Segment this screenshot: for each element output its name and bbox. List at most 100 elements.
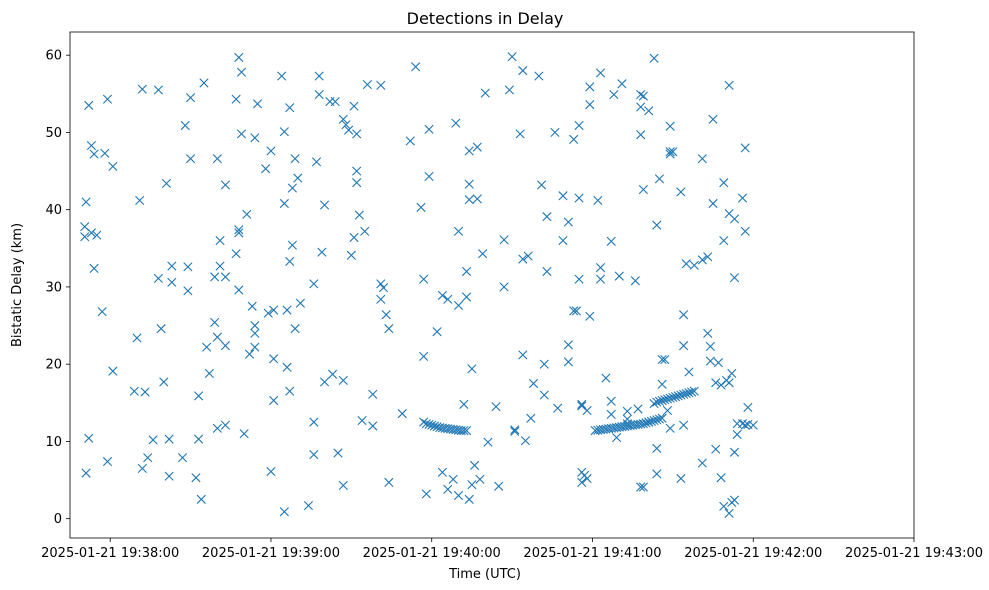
data-point [303, 500, 314, 511]
data-point [609, 89, 619, 100]
data-point [689, 386, 699, 396]
data-point [212, 154, 222, 164]
data-point [585, 311, 595, 321]
data-point [461, 292, 472, 302]
data-point [499, 282, 509, 292]
data-point [697, 458, 707, 468]
data-point [705, 341, 715, 352]
data-point [185, 154, 196, 164]
x-tick-label: 2025-01-21 19:39:00 [202, 546, 340, 561]
data-point [448, 474, 458, 484]
data-point [662, 405, 673, 416]
data-point [687, 387, 697, 397]
data-point [231, 94, 241, 104]
data-point [102, 94, 113, 104]
data-point [681, 259, 691, 269]
data-point [585, 100, 595, 110]
data-point [250, 133, 260, 143]
data-point [523, 251, 533, 261]
data-point [638, 91, 648, 101]
data-point [185, 93, 196, 103]
data-point [574, 274, 584, 284]
data-point [290, 154, 300, 164]
data-point [612, 432, 622, 443]
data-point [159, 377, 169, 387]
data-point [729, 495, 740, 505]
data-point [346, 250, 356, 260]
y-tick-label: 40 [45, 203, 62, 218]
data-point [467, 364, 477, 374]
data-point [652, 220, 662, 230]
data-point [652, 415, 662, 425]
data-point [285, 386, 295, 396]
data-point [234, 285, 244, 295]
data-point [295, 298, 306, 308]
data-point [290, 324, 300, 334]
data-point [266, 466, 276, 477]
data-point [338, 375, 348, 385]
data-point [569, 134, 579, 144]
data-point [212, 332, 222, 342]
data-point [649, 53, 659, 63]
data-point [630, 276, 640, 286]
data-point [80, 232, 90, 242]
data-point [748, 420, 758, 430]
data-point [234, 52, 244, 63]
data-point [368, 421, 378, 431]
data-point [472, 194, 482, 204]
data-point [215, 235, 225, 246]
data-point [432, 422, 442, 432]
data-point [585, 82, 595, 92]
data-point [285, 103, 295, 113]
data-point [376, 294, 386, 304]
data-point [606, 236, 616, 246]
data-point [381, 310, 391, 320]
y-tick-label: 0 [54, 512, 62, 527]
data-point [678, 420, 689, 430]
data-point [250, 328, 260, 338]
data-points [80, 52, 758, 518]
data-point [293, 173, 303, 183]
data-point [665, 423, 675, 433]
data-point [89, 263, 99, 273]
data-point [429, 421, 439, 431]
data-point [183, 262, 193, 272]
data-point [167, 277, 177, 287]
data-point [437, 467, 448, 477]
data-point [654, 396, 665, 406]
data-point [711, 444, 721, 454]
data-point [713, 358, 723, 368]
data-point [421, 489, 431, 499]
data-point [574, 120, 584, 131]
data-point [349, 101, 359, 111]
data-point [269, 395, 279, 406]
data-point [622, 414, 632, 424]
data-point [673, 391, 683, 401]
data-point [724, 80, 734, 90]
data-point [464, 195, 474, 205]
data-point [719, 178, 729, 188]
data-point [636, 89, 646, 100]
data-point [333, 448, 343, 458]
data-point [384, 324, 394, 334]
data-point [676, 473, 686, 484]
data-point [480, 88, 490, 98]
data-point [515, 129, 525, 139]
data-point [419, 417, 429, 427]
data-point [654, 414, 665, 424]
data-point [638, 482, 648, 492]
data-point [210, 317, 220, 328]
data-point [518, 350, 528, 360]
data-point [665, 149, 675, 159]
data-point [416, 202, 426, 212]
data-point [453, 490, 464, 501]
data-point [652, 397, 662, 407]
data-point [606, 396, 616, 406]
data-point [309, 449, 319, 460]
data-point [483, 437, 493, 447]
data-point [143, 453, 153, 463]
y-axis-ticks: 0 10 20 30 40 50 60 [45, 49, 70, 527]
data-point [194, 434, 204, 444]
data-point [368, 389, 378, 399]
data-point [491, 402, 501, 412]
